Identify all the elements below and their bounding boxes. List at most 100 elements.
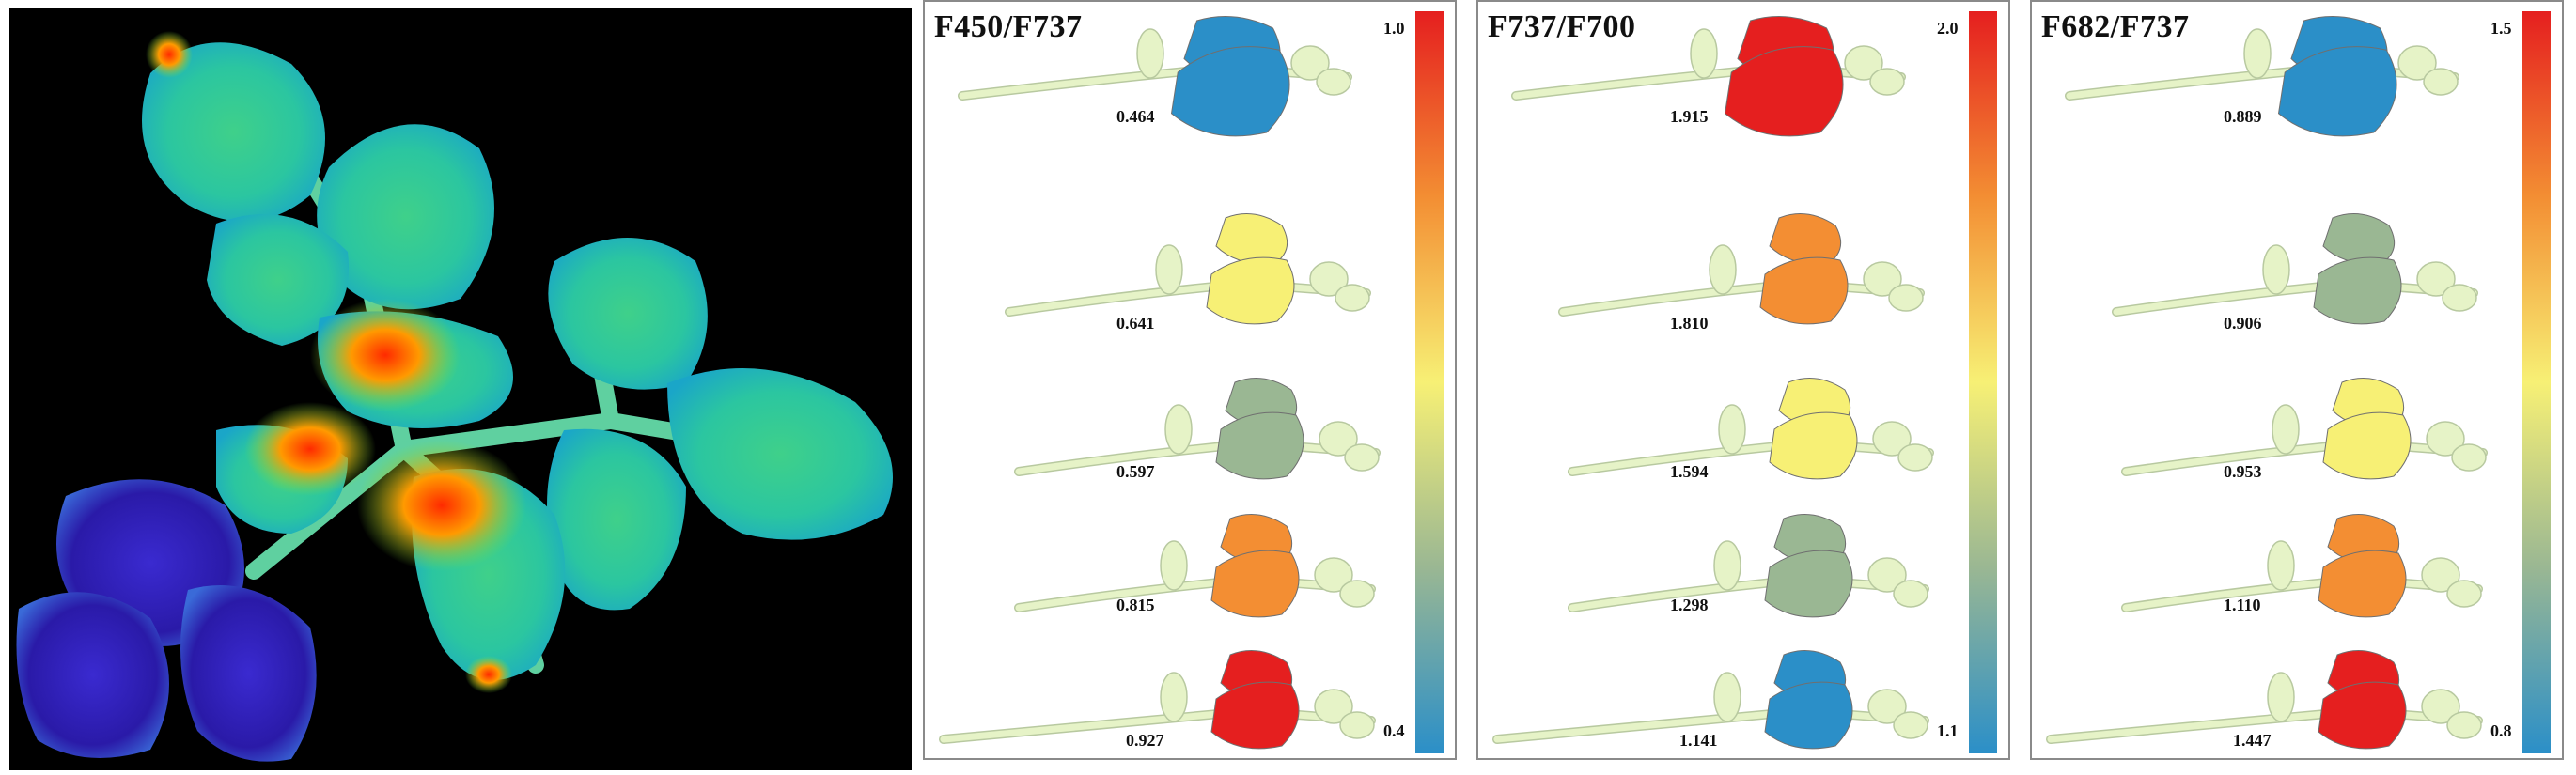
leaf-lower xyxy=(1206,256,1295,325)
leaflet xyxy=(1335,284,1370,312)
ratio-panel-f682-f737: F682/F737 1.5 0.8 0.889 0.906 0.953 1.11… xyxy=(2030,0,2564,760)
panel-title: F737/F700 xyxy=(1488,9,1636,44)
leaflet xyxy=(1690,28,1718,79)
leaf-lower xyxy=(1210,550,1300,618)
leaflet xyxy=(1893,580,1928,608)
plant-value: 0.464 xyxy=(1116,107,1155,126)
leaflet xyxy=(2451,443,2487,472)
leaflet xyxy=(1160,672,1188,722)
colorbar-min-label: 0.8 xyxy=(2490,721,2512,740)
leaflet xyxy=(1869,68,1905,96)
ratio-panel-f737-f700: F737/F700 2.0 1.1 1.915 1.810 1.594 1.29… xyxy=(1476,0,2010,760)
leaf-lower xyxy=(1170,46,1290,137)
leaflet xyxy=(1893,711,1928,739)
leaflet xyxy=(1867,689,1907,724)
plant-1 xyxy=(958,16,1352,137)
plant-4 xyxy=(2121,514,2483,618)
colorbar xyxy=(2522,11,2551,753)
plant-value: 0.953 xyxy=(2224,462,2262,481)
plant-value: 1.298 xyxy=(1670,596,1709,614)
plant-value: 0.597 xyxy=(1116,462,1155,481)
plant-value: 1.915 xyxy=(1670,107,1709,126)
plant-1 xyxy=(2065,16,2459,137)
colorbar-max-label: 1.0 xyxy=(1383,19,1405,38)
plant-value: 0.927 xyxy=(1126,731,1164,750)
leaflet xyxy=(2243,28,2272,79)
leaf-lower xyxy=(1764,550,1853,618)
plant-4 xyxy=(1014,514,1376,618)
ratio-panel-f450-f737: F450/F737 1.0 0.4 0.464 0.641 0.597 0.81… xyxy=(923,0,1457,760)
leaf-lower xyxy=(1210,681,1300,750)
leaflet xyxy=(1316,68,1351,96)
leaflet xyxy=(2421,689,2460,724)
leaf-lower xyxy=(2318,550,2407,618)
plant-diagrams xyxy=(1492,16,1934,750)
leaflet xyxy=(1155,244,1183,295)
plant-diagrams xyxy=(939,16,1381,750)
leaflet xyxy=(1867,557,1907,593)
leaflet xyxy=(1314,557,1353,593)
leaflet xyxy=(1709,244,1737,295)
leaflet xyxy=(1339,711,1375,739)
plant-value: 1.110 xyxy=(2224,596,2261,614)
leaf-lower xyxy=(1759,256,1849,325)
plant-5 xyxy=(939,650,1376,750)
leaflet xyxy=(1718,404,1746,455)
leaflet xyxy=(1136,28,1164,79)
plant-5 xyxy=(1492,650,1929,750)
leaf-lower xyxy=(1215,411,1304,480)
leaflet xyxy=(2421,557,2460,593)
fluorescence-image xyxy=(9,8,912,770)
plant-value: 0.906 xyxy=(2224,314,2262,333)
leaflet xyxy=(1863,261,1902,297)
plant-2 xyxy=(1558,213,1925,325)
plant-2 xyxy=(2112,213,2478,325)
plant-value: 1.594 xyxy=(1670,462,1709,481)
leaflet xyxy=(2267,672,2295,722)
plant-value: 0.641 xyxy=(1116,314,1155,333)
plant-5 xyxy=(2046,650,2483,750)
leaflet xyxy=(1339,580,1375,608)
leaflet xyxy=(1344,443,1380,472)
leaflet xyxy=(2442,284,2477,312)
panel-title: F450/F737 xyxy=(934,9,1083,44)
leaf-lower xyxy=(1724,46,1844,137)
leaf-upper xyxy=(1769,213,1842,266)
leaflet xyxy=(2397,45,2437,81)
leaflet xyxy=(2272,404,2300,455)
plant-4 xyxy=(1568,514,1929,618)
leaflet xyxy=(1290,45,1330,81)
leaf-lower xyxy=(2313,256,2402,325)
leaflet xyxy=(2262,244,2290,295)
plant-3 xyxy=(1014,378,1381,480)
plant-diagrams xyxy=(2046,16,2488,750)
plant-value: 0.889 xyxy=(2224,107,2262,126)
leaflet xyxy=(1314,689,1353,724)
leaf-lower xyxy=(2322,411,2412,480)
panel-title: F682/F737 xyxy=(2041,9,2190,44)
leaf-upper xyxy=(1215,213,1288,266)
colorbar xyxy=(1969,11,1997,753)
plant-value: 1.141 xyxy=(1679,731,1718,750)
leaflet xyxy=(1164,404,1193,455)
leaflet xyxy=(1319,421,1358,457)
leaflet xyxy=(1713,540,1741,591)
leaf-lower xyxy=(2277,46,2397,137)
plant-3 xyxy=(1568,378,1934,480)
plant-value: 1.447 xyxy=(2233,731,2272,750)
leaflet xyxy=(2426,421,2465,457)
plant-value: 1.810 xyxy=(1670,314,1709,333)
colorbar-min-label: 0.4 xyxy=(1383,721,1405,740)
leaflet xyxy=(2416,261,2456,297)
plant-2 xyxy=(1005,213,1371,325)
colorbar-max-label: 1.5 xyxy=(2490,19,2512,38)
leaflet xyxy=(1844,45,1883,81)
leaf-upper xyxy=(2322,213,2396,266)
leaflet xyxy=(1309,261,1349,297)
leaflet xyxy=(1713,672,1741,722)
leaflet xyxy=(1888,284,1924,312)
leaflet xyxy=(2446,711,2482,739)
leaflet xyxy=(2267,540,2295,591)
colorbar xyxy=(1415,11,1444,753)
leaflet xyxy=(1872,421,1912,457)
